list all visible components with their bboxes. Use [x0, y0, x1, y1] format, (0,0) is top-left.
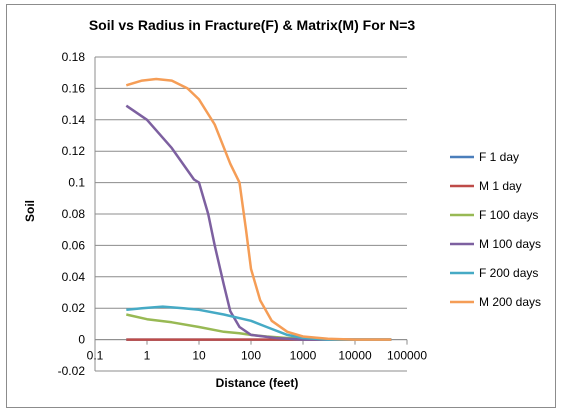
x-tick-label: 0.1: [87, 349, 104, 363]
y-tick-label: 0.18: [62, 50, 86, 64]
legend-label-3: M 100 days: [479, 237, 541, 251]
legend-label-4: F 200 days: [479, 266, 538, 280]
legend: F 1 day M 1 day F 100 days M 100 days F 200 …: [450, 150, 541, 309]
legend-label-5: M 200 days: [479, 295, 541, 309]
series-line-3: [125, 104, 392, 341]
y-tick-label: 0.16: [62, 81, 86, 95]
y-axis-title: Soil: [23, 200, 37, 222]
y-tick-label: 0.04: [62, 270, 86, 284]
x-tick-labels: 0.1 1 10 100 1000 10000 100000: [87, 349, 428, 363]
gridlines: [95, 56, 407, 372]
x-tick-label: 10000: [338, 349, 372, 363]
y-tick-label: 0.12: [62, 144, 86, 158]
y-tick-label: 0.06: [62, 238, 86, 252]
legend-label-0: F 1 day: [479, 150, 519, 164]
x-axis-title: Distance (feet): [216, 376, 299, 390]
x-tick-label: 1000: [290, 349, 317, 363]
y-tick-labels: -0.02 0 0.02 0.04 0.06 0.08 0.1 0.12 0.14 0.16 0.1…: [58, 50, 86, 378]
series-line-4: [126, 305, 392, 341]
y-tick-label: 0.14: [62, 113, 86, 127]
chart-frame: Soil vs Radius in Fracture(F) & Matrix(M…: [6, 4, 556, 408]
y-tick-label: 0.08: [62, 207, 86, 221]
y-tick-label: 0.02: [62, 301, 86, 315]
x-tick-label: 100000: [387, 349, 427, 363]
x-tick-label: 10: [192, 349, 206, 363]
chart-title: Soil vs Radius in Fracture(F) & Matrix(M…: [89, 17, 416, 33]
legend-label-1: M 1 day: [479, 179, 522, 193]
x-tick-label: 1: [144, 349, 151, 363]
series-lines: [125, 77, 392, 341]
chart-svg: Soil vs Radius in Fracture(F) & Matrix(M…: [23, 17, 541, 390]
y-tick-label: 0.1: [68, 176, 85, 190]
series-line-5: [125, 77, 392, 341]
y-tick-label: 0: [78, 333, 85, 347]
x-tick-label: 100: [241, 349, 261, 363]
y-tick-label: -0.02: [58, 364, 86, 378]
legend-label-2: F 100 days: [479, 208, 538, 222]
